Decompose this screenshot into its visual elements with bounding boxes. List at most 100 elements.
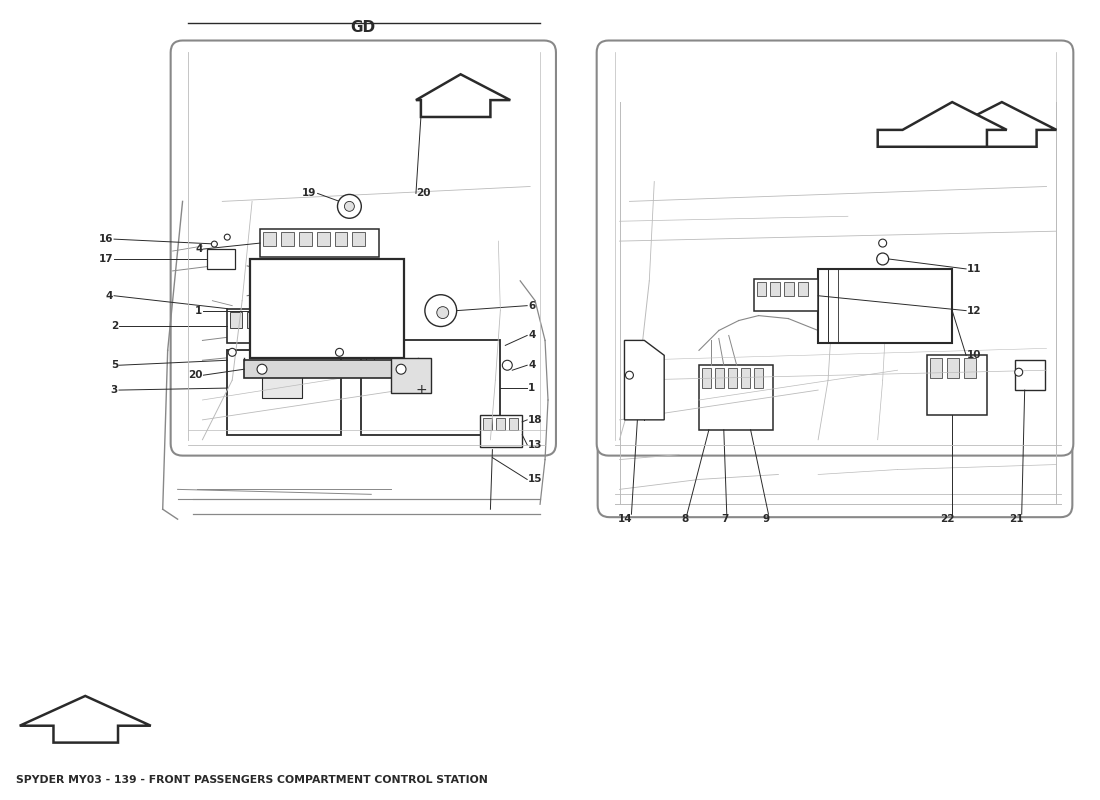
Bar <box>964 358 976 378</box>
Bar <box>509 418 518 430</box>
Bar <box>315 312 327 327</box>
Text: 8: 8 <box>681 514 689 524</box>
Circle shape <box>396 364 406 374</box>
Polygon shape <box>625 341 664 420</box>
Text: 4: 4 <box>106 290 113 301</box>
Bar <box>208 249 235 269</box>
Bar <box>481 415 522 446</box>
Bar <box>931 358 943 378</box>
Bar <box>264 312 276 327</box>
Text: 4: 4 <box>528 330 536 341</box>
Text: 13: 13 <box>528 440 542 450</box>
Bar <box>230 312 242 327</box>
Text: 21: 21 <box>1010 514 1024 524</box>
Bar <box>698 366 773 430</box>
Bar <box>715 368 724 388</box>
FancyBboxPatch shape <box>170 41 556 456</box>
Bar <box>947 358 959 378</box>
Text: 1: 1 <box>528 383 536 393</box>
Circle shape <box>336 348 343 356</box>
Bar <box>352 232 365 246</box>
Bar <box>299 232 311 246</box>
Bar <box>770 282 780 296</box>
Bar <box>228 309 337 343</box>
Text: 1: 1 <box>195 306 202 316</box>
Bar <box>392 358 431 393</box>
Text: eurospares: eurospares <box>262 368 402 392</box>
Bar <box>260 229 379 257</box>
Circle shape <box>437 306 449 318</box>
Polygon shape <box>20 696 151 742</box>
Bar <box>228 350 341 434</box>
Circle shape <box>224 234 230 240</box>
Bar <box>248 312 258 327</box>
Text: SPYDER MY03 - 139 - FRONT PASSENGERS COMPARTMENT CONTROL STATION: SPYDER MY03 - 139 - FRONT PASSENGERS COM… <box>15 775 487 786</box>
Circle shape <box>1014 368 1023 376</box>
Bar <box>263 232 276 246</box>
Text: 17: 17 <box>98 254 113 264</box>
Text: 4: 4 <box>195 244 202 254</box>
Bar <box>244 360 418 378</box>
Text: 11: 11 <box>967 264 981 274</box>
Bar <box>728 368 737 388</box>
Bar <box>754 279 818 310</box>
Circle shape <box>879 239 887 247</box>
Text: +: + <box>416 383 428 397</box>
Circle shape <box>211 241 218 247</box>
Bar <box>757 282 767 296</box>
Text: 5: 5 <box>111 360 118 370</box>
Text: 2: 2 <box>111 321 118 330</box>
Text: 20: 20 <box>188 370 202 380</box>
Bar <box>818 269 953 343</box>
Text: 7: 7 <box>722 514 728 524</box>
Text: 3: 3 <box>111 385 118 395</box>
Circle shape <box>344 202 354 211</box>
Bar <box>317 232 330 246</box>
Text: 4: 4 <box>528 360 536 370</box>
Text: eurospares: eurospares <box>299 271 424 291</box>
Circle shape <box>257 364 267 374</box>
Bar <box>496 418 505 430</box>
FancyBboxPatch shape <box>597 90 1072 517</box>
Circle shape <box>229 348 236 356</box>
Text: eurospares: eurospares <box>766 271 890 291</box>
Bar <box>484 418 493 430</box>
Text: 12: 12 <box>967 306 981 316</box>
Bar <box>334 232 348 246</box>
Bar <box>799 282 808 296</box>
Bar <box>740 368 749 388</box>
Bar <box>280 312 293 327</box>
Circle shape <box>503 360 513 370</box>
Text: 18: 18 <box>528 415 542 425</box>
Polygon shape <box>416 74 510 117</box>
Bar <box>702 368 711 388</box>
Circle shape <box>338 194 361 218</box>
Text: 14: 14 <box>618 514 632 524</box>
Bar <box>927 355 987 415</box>
Bar <box>262 368 301 398</box>
Text: 10: 10 <box>967 350 981 360</box>
Circle shape <box>626 371 634 379</box>
Polygon shape <box>927 102 1056 146</box>
Bar <box>361 341 500 434</box>
Circle shape <box>877 253 889 265</box>
Text: GD: GD <box>351 20 376 35</box>
Bar <box>784 282 794 296</box>
Circle shape <box>425 294 456 326</box>
Text: 20: 20 <box>416 189 430 198</box>
Text: 22: 22 <box>940 514 955 524</box>
Bar <box>298 312 310 327</box>
Text: 19: 19 <box>302 189 317 198</box>
Polygon shape <box>878 102 1006 146</box>
Bar <box>366 355 374 370</box>
Text: 15: 15 <box>528 474 542 485</box>
Text: 6: 6 <box>528 301 536 310</box>
Text: 9: 9 <box>763 514 770 524</box>
Bar <box>1014 360 1045 390</box>
Bar <box>280 232 294 246</box>
Text: eurospares: eurospares <box>766 301 890 321</box>
Bar <box>754 368 762 388</box>
Text: 16: 16 <box>99 234 113 244</box>
Bar <box>250 259 404 358</box>
FancyBboxPatch shape <box>596 41 1074 456</box>
